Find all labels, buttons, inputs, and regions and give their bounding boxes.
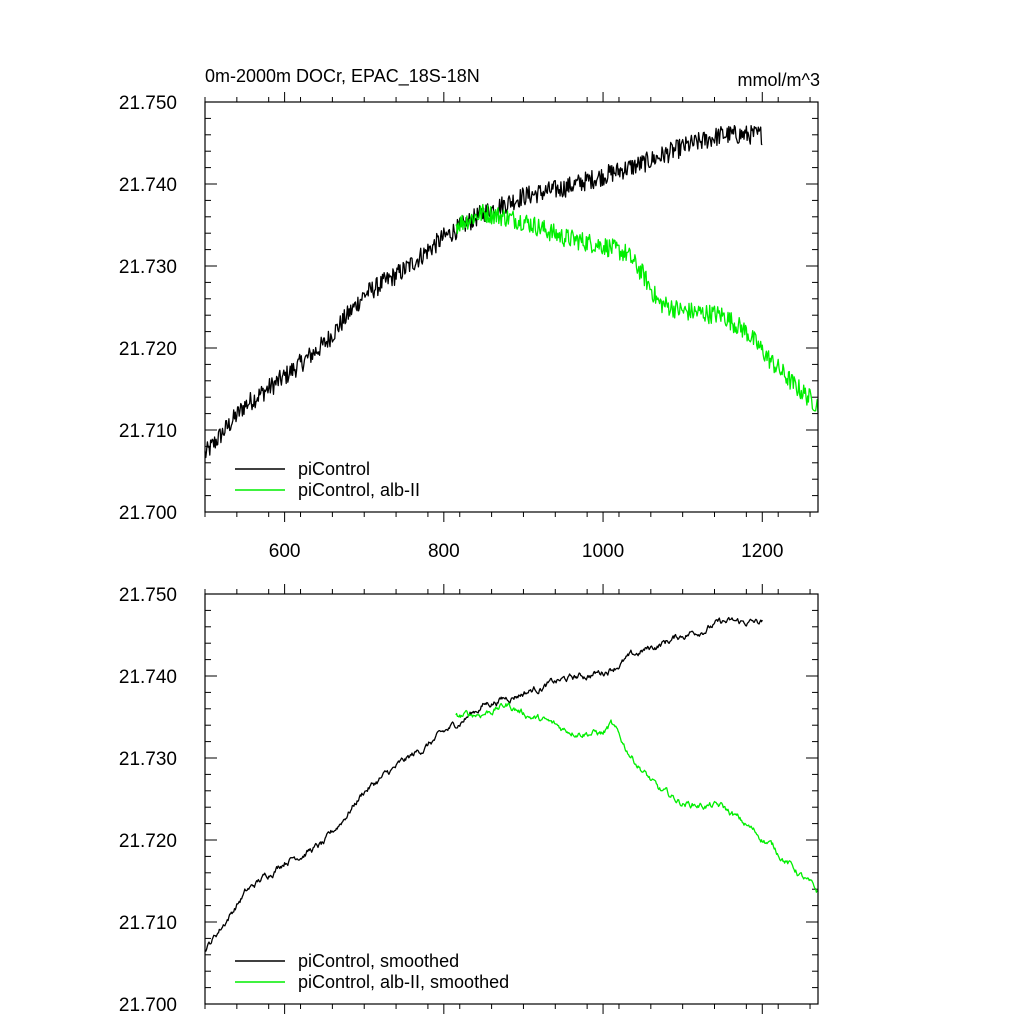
legend: piControl piControl, alb-II [235,459,420,500]
x-tick-label: 1000 [582,541,624,562]
y-tick-label: 21.730 [119,749,177,770]
y-tick-label: 21.700 [119,995,177,1016]
series-line-picontrol [204,124,763,459]
legend-label-alb-ii: piControl, alb-II [298,480,420,500]
bottom-panel: 21.700 21.710 21.720 21.730 21.740 21.750 piC… [119,584,819,1016]
x-tick-label: 600 [269,541,301,562]
y-tick-label: 21.720 [119,831,177,852]
y-tick-label: 21.700 [119,503,177,524]
y-tick-label: 21.750 [119,585,177,606]
legend: piControl, smoothed piControl, alb-II, s… [235,951,509,992]
units-label: mmol/m^3 [738,70,820,90]
y-tick-label: 21.740 [119,667,177,688]
y-tick-label: 21.720 [119,339,177,360]
y-tick-label: 21.710 [119,421,177,442]
y-tick-label: 21.710 [119,913,177,934]
x-tick-label: 800 [428,541,460,562]
series-line-picontrol-alb-ii [455,203,819,413]
plot-frame [204,593,819,1005]
legend-label-picontrol: piControl [298,459,370,479]
legend-label-alb-ii-smoothed: piControl, alb-II, smoothed [298,972,509,992]
series-line-picontrol-alb-ii-smoothed [455,702,819,893]
legend-label-picontrol-smoothed: piControl, smoothed [298,951,459,971]
panel-title: 0m-2000m DOCr, EPAC_18S-18N [205,66,480,87]
plot-frame [204,101,819,513]
top-panel: 0m-2000m DOCr, EPAC_18S-18N mmol/m^3 21.… [119,66,820,562]
y-tick-label: 21.750 [119,93,177,114]
x-tick-label: 1200 [741,541,783,562]
y-tick-label: 21.730 [119,257,177,278]
series-line-picontrol-smoothed [204,616,763,952]
y-tick-label: 21.740 [119,175,177,196]
